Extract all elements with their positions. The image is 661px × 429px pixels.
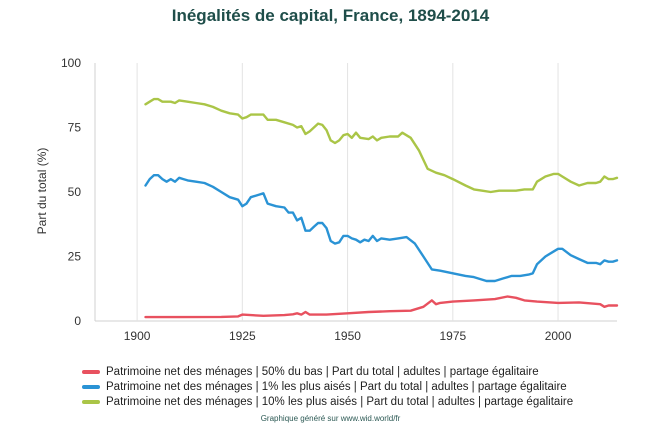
series-line-0 <box>144 295 619 319</box>
y-tick-label: 75 <box>68 121 82 135</box>
y-axis-label: Part du total (%) <box>35 148 49 235</box>
legend-label: Patrimoine net des ménages | 1% les plus… <box>106 380 567 393</box>
legend-swatch <box>82 399 100 404</box>
legend: Patrimoine net des ménages | 50% du bas … <box>82 364 652 409</box>
x-axis: 1900 1925 1950 1975 2000 <box>124 329 572 343</box>
y-tick-label: 25 <box>68 250 82 264</box>
y-tick-label: 100 <box>61 56 81 70</box>
legend-label: Patrimoine net des ménages | 50% du bas … <box>106 365 539 378</box>
grid <box>94 63 617 322</box>
x-tick-label: 1925 <box>229 329 256 343</box>
series-line-1 <box>144 174 619 283</box>
x-tick-label: 1975 <box>439 329 466 343</box>
chart-title: Inégalités de capital, France, 1894-2014 <box>171 6 490 25</box>
series-lines <box>144 97 619 319</box>
y-tick-label: 50 <box>68 185 82 199</box>
series-line-2 <box>144 97 619 194</box>
legend-swatch <box>82 369 100 374</box>
x-tick-label: 1900 <box>124 329 151 343</box>
footer-credit: Graphique généré sur www.wid.world/fr <box>260 414 401 423</box>
legend-swatch <box>82 384 100 389</box>
y-axis: 0 25 50 75 100 <box>61 56 81 328</box>
x-tick-label: 1950 <box>334 329 361 343</box>
line-chart: 0 25 50 75 100 1900 1925 1950 1975 2000 Part du … <box>35 56 619 343</box>
x-tick-label: 2000 <box>545 329 572 343</box>
legend-item-top-1[interactable]: Patrimoine net des ménages | 1% les plus… <box>82 379 652 394</box>
legend-label: Patrimoine net des ménages | 10% les plu… <box>106 395 574 408</box>
y-tick-label: 0 <box>74 314 81 328</box>
legend-item-top-10[interactable]: Patrimoine net des ménages | 10% les plu… <box>82 394 652 409</box>
legend-item-bottom-50[interactable]: Patrimoine net des ménages | 50% du bas … <box>82 364 652 379</box>
